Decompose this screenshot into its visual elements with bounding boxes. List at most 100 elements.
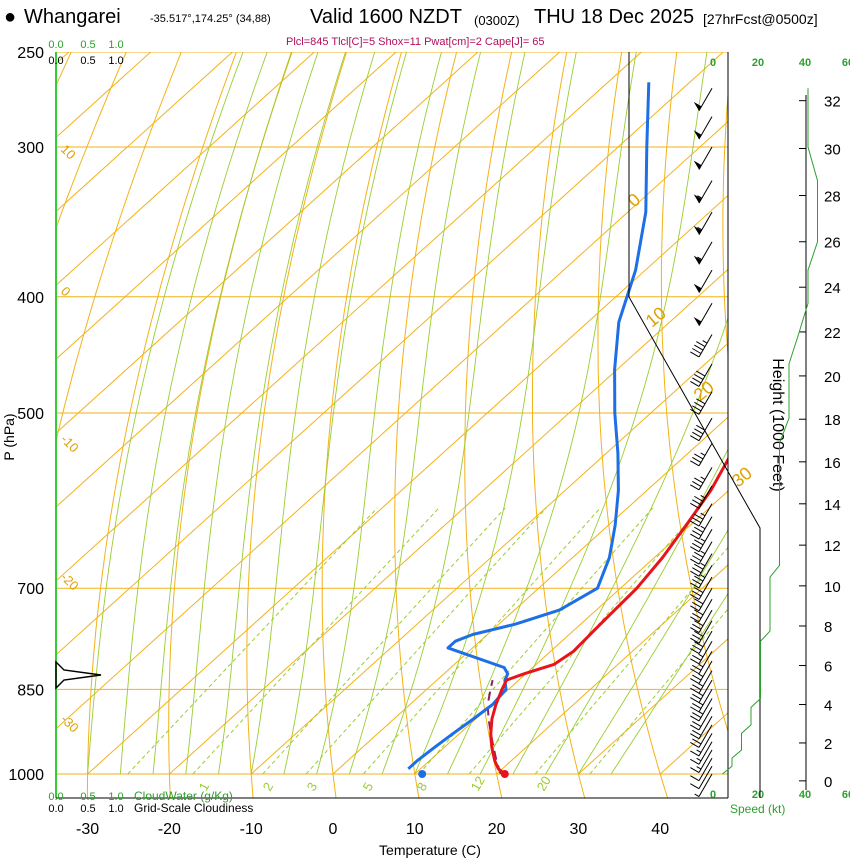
wind-barb-full (696, 341, 706, 348)
wind-barb (690, 757, 713, 782)
wind-barb-half (698, 653, 704, 658)
wind-barb-half (700, 476, 706, 480)
wind-barb-full (694, 630, 704, 637)
wind-barb-flag (693, 316, 702, 326)
wind-barb-full (690, 733, 700, 740)
wind-barb (690, 541, 713, 565)
wind-barb-flag (693, 194, 702, 204)
wind-barb-half (698, 683, 704, 687)
wind-barb-full (692, 348, 702, 354)
isotherm-line (56, 52, 724, 656)
wind-barb-full (690, 678, 700, 684)
dry-adiabat-line (841, 31, 850, 800)
wind-barb-full (692, 567, 702, 574)
wind-barb-full (690, 520, 700, 527)
moist-adiabat-line (316, 52, 442, 775)
wind-barb (690, 553, 713, 577)
wind-barb (690, 620, 713, 644)
pressure-tick-label: 850 (17, 682, 44, 699)
mixing-ratio-line (418, 507, 654, 775)
moist-adiabat-line (348, 52, 482, 775)
wind-barb (690, 707, 713, 731)
moist-adiabat-line (250, 52, 376, 775)
wind-barb (690, 443, 713, 467)
parcel-path-line (486, 679, 502, 775)
temperature-tick-label: -10 (240, 821, 263, 838)
wind-barb-staff (698, 363, 713, 387)
wind-barb-full (690, 668, 700, 675)
height-tick-label: 14 (824, 497, 841, 514)
wind-barb-full (694, 620, 704, 627)
moist-adiabat-line (381, 52, 526, 775)
wind-barb (690, 724, 713, 748)
wind-barb-half (700, 452, 706, 456)
wind-speed-tick-top: 40 (799, 57, 811, 69)
wind-barb (693, 303, 713, 327)
isotherm-line (56, 52, 560, 508)
wind-barb-full (694, 477, 704, 484)
moist-adiabat-line (283, 52, 407, 775)
wind-barb-full (694, 539, 704, 546)
cloud-water-label: CloudWater (g/Kg) (134, 789, 233, 803)
wind-barb-half (700, 562, 706, 567)
cloudiness-tick-top: 1.0 (108, 55, 123, 67)
wind-barb-full (692, 405, 702, 412)
wind-barb (690, 660, 713, 684)
isotherm-line (414, 490, 728, 775)
dry-adiabat-line (86, 52, 237, 798)
temperature-line (489, 456, 728, 776)
wind-barb-full (692, 456, 702, 463)
wind-barb-staff (698, 211, 713, 235)
pressure-tick-label: 700 (17, 581, 44, 598)
wind-barb (690, 565, 713, 589)
wind-barb-full (692, 693, 702, 700)
wind-barb-full (692, 601, 702, 608)
wind-barb-full (692, 431, 702, 438)
pressure-tick-label: 400 (17, 290, 44, 307)
wind-speed-tick-bottom: 20 (752, 789, 764, 801)
wind-barb-full (690, 435, 700, 442)
wind-barb-full (696, 370, 706, 377)
moist-adiabat-line (218, 52, 346, 775)
height-tick-label: 32 (824, 94, 841, 111)
wind-barb-full (694, 374, 704, 380)
wind-barb-full (690, 750, 700, 757)
wind-barb (690, 715, 713, 740)
wind-barb-staff (698, 587, 713, 612)
wind-barb-staff (698, 765, 713, 789)
wind-barb (690, 733, 713, 757)
wind-barb (690, 650, 713, 675)
wind-barb (690, 503, 713, 527)
height-tick-label: 20 (824, 369, 841, 386)
wind-barb (690, 467, 713, 491)
wind-barb-staff (698, 773, 713, 797)
mixing-ratio-label: 20 (534, 773, 554, 793)
wind-barb-half (700, 574, 706, 578)
height-tick-label: 28 (824, 189, 841, 206)
wind-barb-staff (698, 670, 713, 694)
wind-barb-full (690, 484, 700, 491)
wind-barb-staff (698, 599, 713, 623)
wind-barb-full (694, 495, 704, 502)
wind-barb-full (696, 424, 706, 431)
wind-barb-full (692, 729, 702, 736)
temperature-tick-label: -20 (158, 821, 181, 838)
wind-barb-full (690, 502, 700, 509)
wind-barb-full (690, 533, 700, 540)
x-axis-label: Temperature (C) (379, 842, 481, 858)
wind-barb (690, 576, 713, 600)
station-name: Whangarei (24, 6, 121, 28)
wind-barb-full (692, 542, 702, 549)
wind-barb-full (692, 664, 702, 671)
cloud-water-tick-bottom: 0.5 (80, 791, 95, 803)
wind-barb-full (690, 687, 700, 694)
height-tick-label: 16 (824, 455, 841, 472)
isotherm-line (169, 268, 728, 775)
wind-barb-staff (698, 417, 713, 441)
wind-barb (690, 765, 713, 790)
wind-barb-full (692, 634, 702, 641)
wind-barb-full (694, 453, 704, 460)
isotherm-line (56, 52, 642, 582)
wind-barb-full (692, 499, 702, 506)
